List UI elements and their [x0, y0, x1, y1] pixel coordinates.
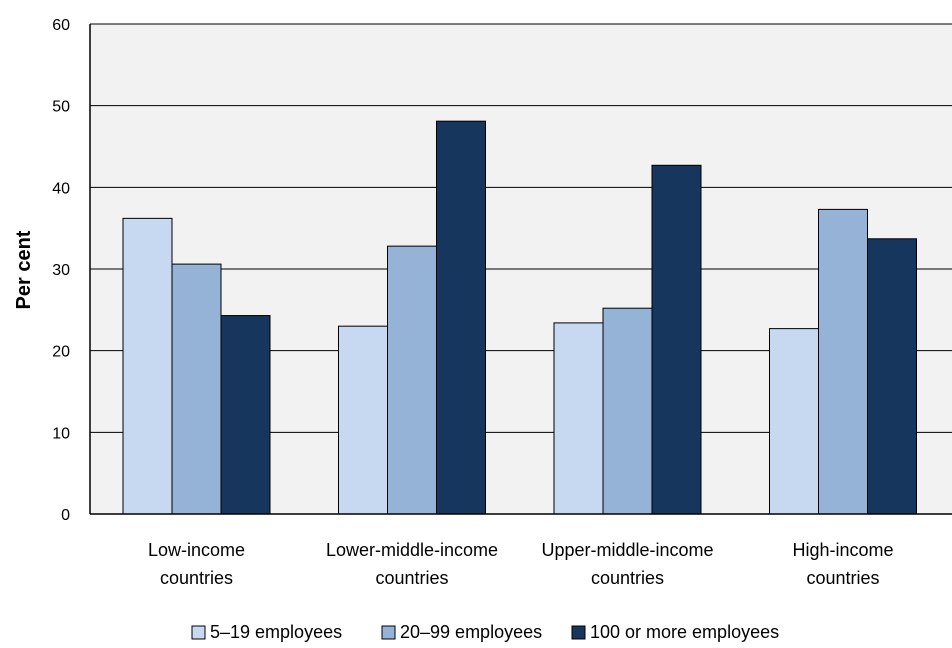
y-tick-label: 60 [52, 17, 70, 34]
y-axis-title: Per cent [13, 230, 35, 309]
bar [769, 328, 819, 515]
y-tick-label: 40 [52, 180, 70, 197]
y-tick-label: 20 [52, 344, 70, 361]
y-tick-label: 0 [61, 507, 70, 524]
bar [387, 245, 437, 515]
y-tick-labels: 0 10 20 30 40 50 60 [52, 17, 70, 524]
bar [220, 315, 271, 515]
bar [602, 307, 653, 515]
y-tick-label: 10 [52, 425, 70, 442]
category-label: High-income countries [792, 540, 893, 588]
bar [818, 208, 868, 515]
legend-swatch [191, 625, 206, 640]
bar [338, 325, 388, 515]
category-label: Upper-middle-income countries [541, 540, 713, 588]
legend-label: 5–19 employees [210, 622, 342, 642]
legend-label: 100 or more employees [590, 622, 779, 642]
bar [171, 263, 222, 515]
legend: 5–19 employees 20–99 employees 100 or more… [191, 622, 779, 642]
legend-label: 20–99 employees [400, 622, 542, 642]
bar [867, 238, 917, 515]
y-tick-label: 50 [52, 99, 70, 116]
category-labels: Low-income countries Lower-middle-income co… [148, 540, 894, 588]
bar [553, 322, 604, 515]
y-tick-label: 30 [52, 262, 70, 279]
category-label: Low-income countries [148, 540, 245, 588]
legend-swatch [571, 625, 586, 640]
bars [122, 120, 917, 515]
bar [122, 217, 173, 515]
category-label: Lower-middle-income countries [326, 540, 498, 588]
bar [651, 164, 702, 515]
legend-swatch [381, 625, 396, 640]
bar [436, 120, 486, 515]
